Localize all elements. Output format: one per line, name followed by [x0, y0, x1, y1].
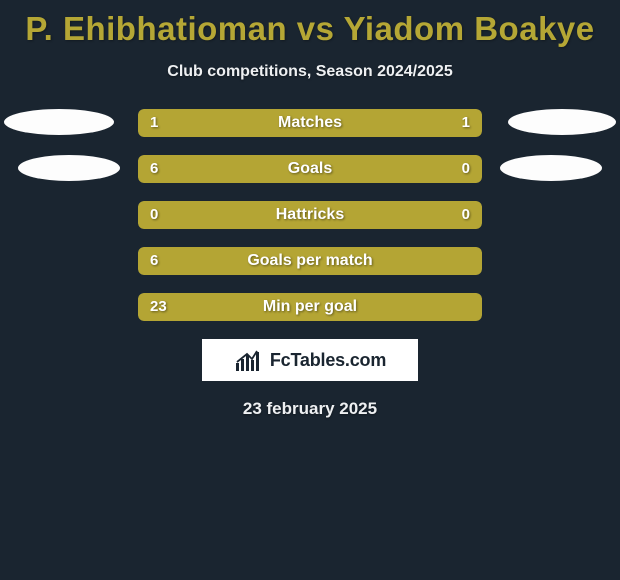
- stat-value-right: 0: [462, 201, 470, 229]
- stat-bar: 1 Matches 1: [138, 109, 482, 137]
- stat-row-matches: 1 Matches 1: [0, 109, 620, 139]
- stat-row-goals: 6 Goals 0: [0, 155, 620, 185]
- stat-bar: 6 Goals per match: [138, 247, 482, 275]
- bar-chart-icon: [234, 349, 264, 371]
- stat-value-right: 1: [462, 109, 470, 137]
- logo-text: FcTables.com: [270, 350, 386, 371]
- date-label: 23 february 2025: [0, 399, 620, 419]
- player-right-ellipse: [508, 109, 616, 135]
- stat-label: Min per goal: [138, 293, 482, 321]
- fctables-logo: FcTables.com: [202, 339, 418, 381]
- stat-bar: 23 Min per goal: [138, 293, 482, 321]
- subtitle: Club competitions, Season 2024/2025: [0, 63, 620, 81]
- stat-label: Matches: [138, 109, 482, 137]
- stat-row-hattricks: 0 Hattricks 0: [0, 201, 620, 231]
- stat-label: Goals: [138, 155, 482, 183]
- stat-label: Goals per match: [138, 247, 482, 275]
- comparison-chart: 1 Matches 1 6 Goals 0 0 Hattricks 0: [0, 109, 620, 323]
- player-left-ellipse: [18, 155, 120, 181]
- stat-bar: 6 Goals 0: [138, 155, 482, 183]
- player-left-ellipse: [4, 109, 114, 135]
- player-right-ellipse: [500, 155, 602, 181]
- stat-bar: 0 Hattricks 0: [138, 201, 482, 229]
- stat-value-right: 0: [462, 155, 470, 183]
- stat-row-goals-per-match: 6 Goals per match: [0, 247, 620, 277]
- stat-row-min-per-goal: 23 Min per goal: [0, 293, 620, 323]
- stat-label: Hattricks: [138, 201, 482, 229]
- page-title: P. Ehibhatioman vs Yiadom Boakye: [0, 0, 620, 48]
